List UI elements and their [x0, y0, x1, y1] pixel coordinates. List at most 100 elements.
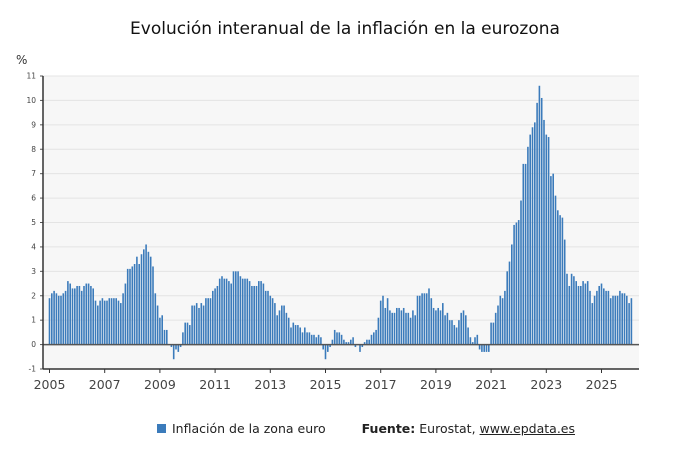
- bar: [391, 312, 393, 345]
- bar: [497, 305, 499, 345]
- bar: [67, 281, 69, 345]
- bar: [156, 305, 159, 345]
- bar: [212, 290, 214, 345]
- bar: [258, 281, 260, 345]
- bar: [630, 298, 633, 345]
- bar: [301, 332, 304, 345]
- bar: [455, 327, 458, 345]
- x-tick-label: 2009: [144, 377, 176, 392]
- bar: [522, 163, 525, 345]
- bar: [76, 285, 78, 345]
- bar: [534, 122, 536, 345]
- bar: [409, 317, 412, 345]
- bar: [260, 281, 262, 345]
- bar: [230, 283, 232, 345]
- source-note: Fuente: Eurostat, www.epdata.es: [362, 421, 575, 436]
- y-tick-label: 1: [31, 316, 36, 325]
- bar: [248, 281, 251, 345]
- bar: [198, 307, 200, 345]
- bar: [278, 310, 281, 345]
- bar: [308, 332, 311, 345]
- bar: [513, 224, 515, 345]
- bar: [138, 264, 140, 345]
- bar: [621, 293, 623, 345]
- bar: [51, 293, 53, 345]
- bar: [103, 300, 106, 345]
- y-tick-label: 2: [31, 291, 36, 300]
- bar: [126, 268, 129, 345]
- bar: [421, 293, 423, 345]
- bar: [628, 303, 630, 345]
- bar: [232, 271, 235, 345]
- x-tick-label: 2021: [475, 377, 507, 392]
- bar: [338, 332, 341, 345]
- bar: [605, 290, 607, 345]
- bar: [506, 271, 508, 345]
- bar: [451, 320, 453, 345]
- y-tick-label: 11: [26, 72, 36, 81]
- bar: [152, 266, 154, 345]
- bar: [515, 222, 518, 345]
- bar: [131, 266, 134, 345]
- bar: [531, 127, 534, 345]
- bar: [511, 244, 513, 345]
- bar: [435, 310, 437, 345]
- bar: [294, 325, 297, 345]
- source-link[interactable]: www.epdata.es: [479, 421, 575, 436]
- bar: [285, 312, 288, 345]
- bar: [202, 305, 205, 345]
- bar: [389, 310, 391, 345]
- bar: [559, 215, 561, 345]
- x-tick-label: 2007: [89, 377, 121, 392]
- bar: [573, 276, 575, 345]
- bar: [189, 325, 191, 345]
- bar: [465, 315, 467, 345]
- bar: [550, 176, 552, 345]
- bar: [563, 239, 566, 345]
- bar: [267, 290, 269, 345]
- bar: [287, 317, 290, 345]
- bar: [517, 220, 520, 345]
- bar: [361, 344, 364, 348]
- bar: [182, 332, 184, 345]
- bar: [396, 307, 398, 345]
- bar: [292, 322, 295, 345]
- bar: [193, 305, 196, 345]
- bar: [200, 303, 203, 345]
- bar: [529, 134, 531, 345]
- source-text: Eurostat,: [419, 421, 476, 436]
- bar: [407, 312, 410, 345]
- bar: [209, 298, 212, 345]
- bar: [580, 285, 582, 345]
- bar: [71, 288, 74, 345]
- bar: [324, 344, 327, 360]
- bar: [432, 307, 435, 345]
- bar: [612, 295, 614, 345]
- bar: [140, 254, 143, 345]
- bar: [85, 283, 88, 345]
- bar: [561, 217, 564, 345]
- bar: [53, 290, 55, 345]
- bar: [499, 295, 502, 345]
- bar: [306, 332, 308, 345]
- bar: [577, 285, 580, 345]
- bar: [64, 290, 67, 345]
- bar: [129, 268, 131, 345]
- bar: [412, 310, 414, 345]
- source-label: Fuente:: [361, 421, 416, 436]
- bar: [419, 295, 421, 345]
- x-tick-label: 2017: [365, 377, 397, 392]
- bar: [74, 288, 76, 345]
- y-tick-label: 9: [31, 120, 36, 129]
- bar: [221, 276, 223, 345]
- bar: [527, 146, 529, 345]
- bar: [609, 298, 612, 345]
- bar: [172, 344, 175, 360]
- bar: [117, 300, 120, 345]
- bar: [251, 285, 253, 345]
- bar: [269, 295, 272, 345]
- bar: [205, 298, 207, 345]
- bar: [235, 271, 237, 345]
- bar: [241, 278, 244, 345]
- bar: [586, 281, 589, 345]
